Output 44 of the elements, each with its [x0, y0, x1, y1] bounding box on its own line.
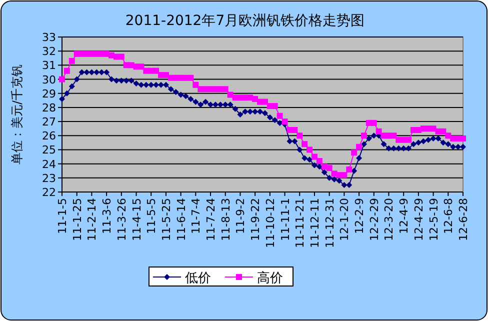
- x-tick-label: 11-8-13: [219, 198, 232, 241]
- y-tick-label: 33: [42, 31, 56, 44]
- x-tick-label: 12-3-20: [382, 198, 396, 241]
- x-tick-label: 11-10-12: [264, 198, 277, 248]
- y-tick-label: 29: [42, 87, 56, 100]
- x-tick-label: 11-3-26: [115, 198, 128, 241]
- y-tick-label: 25: [42, 144, 56, 157]
- x-tick-label: 11-12-11: [308, 198, 322, 248]
- y-tick-label: 32: [42, 45, 56, 58]
- x-tick-label: 11-9-22: [249, 198, 262, 241]
- x-tick-label: 12-4-9: [398, 198, 411, 234]
- y-tick-label: 27: [42, 116, 56, 129]
- x-tick-label: 11-11-1: [278, 198, 292, 241]
- x-tick-label: 11-11-21: [294, 198, 307, 248]
- x-tick-label: 11-7-4: [190, 198, 203, 234]
- legend-label: 低价: [185, 271, 211, 286]
- y-tick-label: 28: [42, 101, 56, 114]
- x-tick-label: 11-4-15: [130, 198, 144, 241]
- x-tick-label: 11-2-14: [86, 198, 99, 241]
- x-tick-label: 11-5-25: [160, 198, 173, 241]
- x-tick-label: 11-9-2: [234, 198, 248, 234]
- x-tick-label: 11-3-6: [100, 198, 114, 234]
- y-tick-label: 26: [42, 130, 56, 143]
- y-tick-label: 24: [42, 158, 56, 171]
- y-tick-label: 31: [42, 59, 56, 72]
- x-tick-label: 11-7-24: [204, 198, 218, 241]
- x-tick-label: 12-1-20: [338, 198, 352, 241]
- x-tick-label: 12-2-29: [368, 198, 381, 241]
- y-axis-title: 单位：美元/千克钒: [10, 64, 24, 165]
- y-tick-label: 30: [42, 73, 56, 86]
- x-tick-label: 12-5-19: [427, 198, 440, 241]
- y-tick-label: 23: [42, 172, 56, 185]
- x-tick-label: 12-4-29: [412, 198, 426, 241]
- x-tick-label: 11-12-31: [323, 198, 336, 248]
- x-tick-label: 12-6-28: [457, 198, 470, 241]
- chart-title: 2011-2012年7月欧洲钒铁价格走势图: [125, 13, 365, 29]
- x-tick-label: 11-6-14: [174, 198, 188, 241]
- legend-label: 高价: [257, 270, 283, 286]
- x-tick-label: 12-6-8: [442, 198, 456, 234]
- x-tick-label: 12-2-9: [353, 198, 366, 234]
- x-tick-label: 11-5-5: [145, 198, 158, 234]
- x-tick-label: 11-1-5: [56, 198, 69, 234]
- x-tick-label: 11-1-25: [70, 198, 84, 241]
- y-tick-label: 22: [42, 186, 56, 199]
